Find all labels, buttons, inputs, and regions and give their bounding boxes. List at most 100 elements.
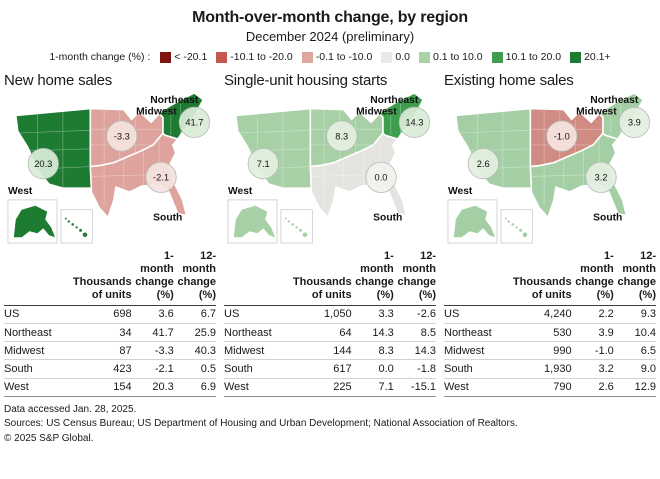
bubble-value: 20.3 (34, 159, 52, 169)
south-label: South (373, 213, 402, 224)
region-cell: Midwest (4, 344, 45, 357)
units-cell: 617 (333, 363, 352, 376)
region-cell: South (224, 363, 253, 376)
header-1month-col: 1-month change (%) (572, 250, 614, 305)
table-row: US 4,240 2.2 9.3 (444, 305, 656, 324)
stats-table: Thousands of units 1-month change (%) 12-mo… (444, 250, 656, 397)
midwest-value-bubble: -1.0 (546, 120, 578, 152)
header-line: of units (91, 288, 132, 301)
header-line: change (617, 275, 656, 288)
legend-swatch (160, 51, 172, 63)
12month-cell: 40.3 (194, 344, 216, 357)
12month-cell: 8.5 (420, 326, 436, 339)
legend-item-label: < -20.1 (174, 51, 208, 63)
1month-cell: 0.0 (378, 363, 394, 376)
table-row: Northeast 530 3.9 10.4 (444, 324, 656, 342)
header-line: (%) (596, 288, 614, 301)
header-line: of units (531, 288, 572, 301)
hawaii-islands (504, 217, 528, 237)
us-region-map: Northeast Midwest West South 2.6 -1.0 3.… (447, 92, 650, 244)
units-cell: 423 (113, 363, 132, 376)
bubble-value: -1.0 (554, 131, 570, 141)
chart-panel: New home sales Northeast Midwest West So… (4, 69, 216, 397)
units-cell: 4,240 (544, 308, 572, 321)
bubble-circle (178, 106, 210, 138)
south-value-bubble: 0.0 (365, 161, 397, 193)
color-legend: 1-month change (%) : < -20.1 -10.1 to -2… (0, 51, 660, 63)
legend-swatch (570, 51, 582, 63)
map-region-south (309, 132, 408, 219)
1month-cell: -1.0 (594, 344, 614, 357)
12month-cell: 0.5 (200, 363, 216, 376)
bubble-circle (365, 161, 397, 193)
legend-item-label: -0.1 to -10.0 (315, 51, 373, 63)
legend-title: 1-month change (%) : (49, 51, 151, 63)
table-row: West 154 20.3 6.9 (4, 378, 216, 397)
header-line: change (397, 275, 436, 288)
header-units-col: Thousands of units (293, 250, 352, 305)
table-row: South 1,930 3.2 9.0 (444, 360, 656, 379)
midwest-label: Midwest (136, 107, 177, 118)
northeast-label: Northeast (150, 95, 199, 106)
region-cell: Northeast (4, 326, 52, 339)
bubble-circle (247, 147, 279, 180)
legend-item-label: 20.1+ (584, 51, 611, 63)
region-cell: US (224, 308, 240, 321)
header-line: 12-month (402, 250, 436, 275)
west-value-bubble: 20.3 (27, 147, 59, 180)
12month-cell: 9.3 (640, 308, 656, 321)
region-cell: Northeast (224, 326, 272, 339)
table-header: Thousands of units 1-month change (%) 12-mo… (444, 250, 656, 306)
12month-cell: -2.6 (417, 308, 436, 321)
chart-panel: Single-unit housing starts Northeast Mid… (224, 69, 436, 397)
12month-cell: 14.3 (414, 344, 436, 357)
table-row: Midwest 87 -3.3 40.3 (4, 342, 216, 360)
header-line: change (355, 275, 394, 288)
header-line: (%) (156, 288, 174, 301)
units-cell: 990 (553, 344, 572, 357)
hawaii-islands (64, 217, 88, 237)
header-line: 1-month (140, 250, 174, 275)
stats-table: Thousands of units 1-month change (%) 12-mo… (4, 250, 216, 397)
region-cell: US (444, 308, 460, 321)
copyright-note: © 2025 S&P Global. (4, 432, 94, 444)
legend-item-label: 0.0 (395, 51, 410, 63)
header-line: Thousands (512, 275, 572, 288)
northeast-label: Northeast (370, 95, 419, 106)
12month-cell: 25.9 (194, 326, 216, 339)
region-cell: South (4, 363, 33, 376)
bubble-value: 14.3 (405, 118, 423, 128)
header-line: Thousands (292, 275, 352, 288)
1month-cell: 2.2 (598, 308, 614, 321)
1month-cell: 41.7 (152, 326, 174, 339)
region-cell: Northeast (444, 326, 492, 339)
units-cell: 34 (119, 326, 132, 339)
data-accessed-note: Data accessed Jan. 28, 2025. (4, 403, 137, 415)
bubble-value: 3.2 (595, 173, 608, 183)
legend-item: -10.1 to -20.0 (216, 51, 293, 63)
units-cell: 87 (119, 344, 132, 357)
12month-cell: 6.7 (200, 308, 216, 321)
12month-cell: 12.9 (634, 381, 656, 394)
south-value-bubble: -2.1 (145, 161, 177, 193)
header-region-col (444, 250, 513, 305)
legend-item: < -20.1 (160, 51, 207, 63)
header-line: change (135, 275, 174, 288)
header-line: change (177, 275, 216, 288)
legend-item: 0.1 to 10.0 (418, 51, 483, 63)
panel-title: Single-unit housing starts (224, 72, 388, 89)
header-region-col (224, 250, 293, 305)
header-1month-col: 1-month change (%) (132, 250, 174, 305)
units-cell: 64 (339, 326, 352, 339)
alaska-shape (453, 205, 496, 238)
bubble-value: 2.6 (477, 159, 490, 169)
bubble-value: 41.7 (185, 118, 203, 128)
header-line: 1-month (360, 250, 394, 275)
table-row: US 698 3.6 6.7 (4, 305, 216, 324)
midwest-label: Midwest (576, 107, 617, 118)
table-row: South 423 -2.1 0.5 (4, 360, 216, 379)
units-cell: 1,050 (324, 308, 352, 321)
hawaii-islands (284, 217, 308, 237)
chart-header: Month-over-month change, by region Decem… (0, 9, 660, 63)
1month-cell: -3.3 (154, 344, 174, 357)
